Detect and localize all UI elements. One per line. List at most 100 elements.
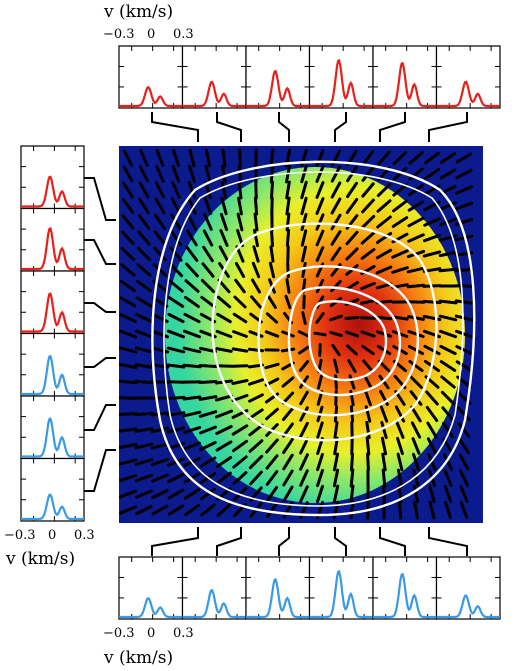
polarization-vector	[220, 180, 228, 200]
contour-4	[211, 222, 438, 442]
polarization-vector	[150, 442, 170, 450]
polarization-vector	[360, 248, 376, 260]
polarization-vector	[171, 165, 181, 183]
polarization-vector	[299, 421, 309, 439]
polarization-vector	[170, 213, 182, 231]
polarization-vector	[329, 330, 343, 338]
polarization-vector	[408, 151, 424, 165]
polarization-vector	[248, 408, 264, 420]
polarization-vector	[427, 453, 437, 471]
polarization-vector	[425, 390, 439, 406]
polarization-vector	[265, 312, 279, 324]
polarization-vector	[394, 405, 406, 423]
polarization-vector	[391, 315, 409, 321]
polarization-vector	[410, 405, 422, 423]
polarization-vector	[392, 199, 408, 213]
contour-outer	[151, 160, 476, 517]
polarization-vector	[443, 453, 453, 471]
polarization-vector	[216, 471, 232, 485]
panel-frame	[435, 45, 501, 109]
polarization-vector	[397, 468, 403, 488]
polarization-vector	[182, 395, 202, 401]
polarization-vector	[219, 212, 229, 232]
polarization-vector	[237, 180, 243, 200]
polarization-vector	[423, 344, 441, 356]
polarization-vector	[438, 250, 458, 258]
polarization-vector	[188, 164, 196, 184]
polarization-vector	[439, 329, 457, 339]
bottom-spectra-panels	[118, 556, 501, 620]
spectrum-line	[21, 292, 84, 333]
spectrum-panel-top-6	[435, 45, 501, 109]
leader-bottom-3	[278, 527, 290, 556]
polarization-vector	[166, 363, 186, 369]
polarization-vector	[332, 484, 340, 504]
polarization-vector	[134, 427, 154, 433]
polarization-vector	[202, 229, 214, 247]
bottom-tick-1: −0.3	[103, 626, 135, 641]
polarization-vector	[438, 267, 458, 273]
polarization-vector	[153, 230, 167, 246]
polarization-vector	[330, 181, 342, 199]
polarization-vector	[349, 500, 355, 520]
polarization-vector	[137, 214, 151, 230]
polarization-vector	[119, 505, 137, 515]
polarization-vector	[299, 469, 309, 487]
polarization-vector	[315, 246, 325, 262]
polarization-vector	[120, 263, 136, 277]
polarization-vector	[381, 452, 387, 472]
polarization-vector	[188, 148, 196, 168]
polarization-vector	[248, 393, 264, 403]
polarization-vector	[457, 422, 471, 438]
polarization-vector	[221, 164, 227, 184]
polarization-vector	[426, 421, 438, 439]
polarization-vector	[169, 229, 183, 247]
polarization-vector	[423, 168, 441, 180]
polarization-vector	[300, 229, 308, 247]
polarization-vector	[167, 473, 185, 483]
polarization-vector	[454, 299, 474, 305]
polarization-vector	[200, 278, 216, 294]
polarization-vector	[202, 245, 214, 263]
polarization-vector	[454, 284, 474, 288]
polarization-vector	[455, 185, 473, 195]
polarization-vector	[297, 330, 311, 338]
polarization-vector	[119, 313, 137, 323]
polarization-vector	[215, 456, 233, 468]
polarization-vector	[155, 165, 165, 183]
leader-left-5	[84, 404, 116, 431]
polarization-vector	[285, 229, 291, 247]
polarization-vector	[265, 454, 279, 470]
leader-bottom-6	[428, 527, 468, 556]
polarization-vector	[154, 181, 166, 199]
contour-outer-2	[163, 171, 464, 507]
polarization-vector	[168, 262, 184, 278]
polarization-vector	[315, 229, 325, 247]
polarization-vector	[183, 312, 201, 324]
polarization-vector	[236, 212, 244, 232]
polarization-vector	[169, 246, 183, 262]
spectrum-line	[436, 80, 500, 108]
left-tick-1: −0.3	[4, 528, 36, 543]
polarization-vector	[442, 421, 454, 439]
polarization-vector	[215, 409, 233, 419]
polarization-vector	[408, 359, 424, 373]
polarization-vector	[138, 197, 150, 215]
polarization-vector	[215, 347, 233, 353]
leader-top-3	[278, 112, 290, 142]
polarization-vector	[150, 457, 170, 467]
polarization-vector	[167, 504, 185, 516]
panel-frame	[435, 556, 501, 620]
polarization-vector	[300, 164, 308, 184]
polarization-vector	[406, 266, 426, 274]
polarization-vector	[119, 346, 138, 354]
polarization-vector	[151, 504, 169, 516]
polarization-vector	[248, 378, 264, 386]
polarization-vector	[347, 359, 357, 373]
polarization-vector	[137, 230, 151, 246]
polarization-vector	[407, 200, 425, 212]
polarization-vector	[376, 330, 392, 338]
polarization-vector	[183, 329, 201, 339]
polarization-vector	[380, 420, 388, 440]
polarization-vector	[349, 468, 355, 488]
